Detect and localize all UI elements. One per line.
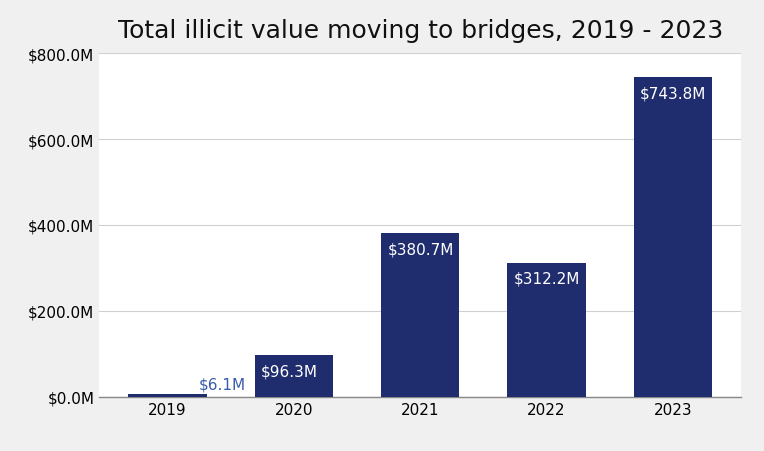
Bar — [507, 263, 586, 397]
Bar — [128, 394, 207, 397]
Text: $6.1M: $6.1M — [199, 377, 246, 392]
Bar — [254, 356, 333, 397]
Text: $96.3M: $96.3M — [261, 364, 318, 378]
Text: $380.7M: $380.7M — [387, 241, 454, 257]
Title: Total illicit value moving to bridges, 2019 - 2023: Total illicit value moving to bridges, 2… — [118, 18, 723, 42]
Text: $743.8M: $743.8M — [640, 86, 706, 101]
Bar — [381, 234, 459, 397]
Text: $312.2M: $312.2M — [513, 271, 580, 286]
Bar — [633, 78, 712, 397]
